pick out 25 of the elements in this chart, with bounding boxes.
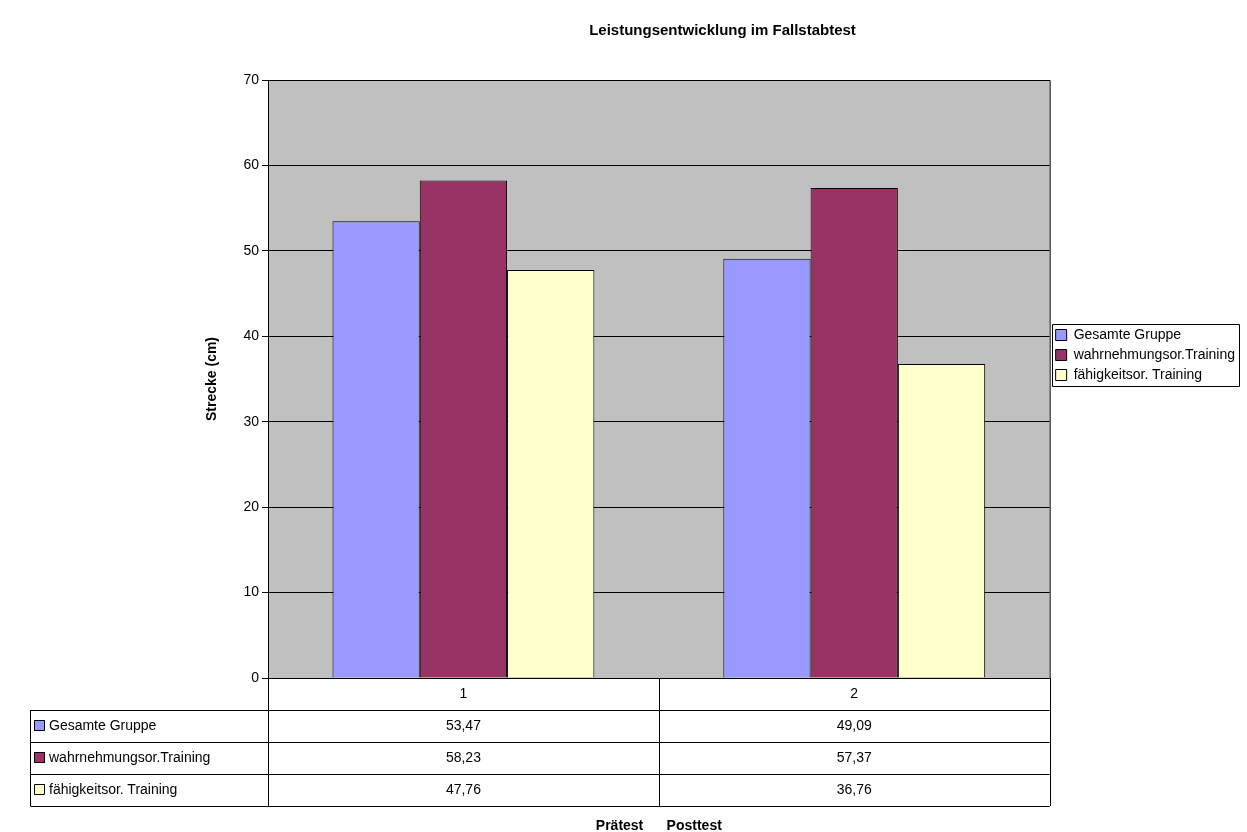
legend-label: wahrnehmungsor.Training [1072, 345, 1236, 362]
chart-title: Leistungsentwicklung im Fallstabtest [589, 21, 856, 39]
data-label: 49,09 [836, 716, 872, 733]
data-label: 57,37 [836, 748, 872, 765]
y-tick-label: 60 [243, 156, 260, 173]
data-label: 36,76 [836, 780, 872, 797]
y-tick-label: 50 [243, 241, 260, 258]
y-tick-label: 70 [243, 70, 260, 87]
legend-label: fähigkeitsor. Training [1073, 365, 1203, 382]
data-label: 58,23 [445, 748, 482, 765]
y-tick-label: 10 [243, 583, 260, 600]
text: Gesamte Gruppe [1073, 325, 1182, 342]
y-tick-label: 40 [243, 327, 260, 344]
legend-label: Gesamte Gruppe [49, 716, 157, 733]
text: Prätest Posttest [595, 816, 723, 832]
x-tick-label: 1 [459, 685, 468, 702]
data-label: 53,47 [445, 716, 482, 733]
text: wahrnehmungsor.Training [49, 748, 211, 765]
y-tick-label: 0 [251, 668, 260, 685]
x-tick-label: 2 [850, 685, 859, 702]
y-axis-title: Strecke (cm) [203, 336, 220, 422]
y-tick-label: 30 [243, 412, 260, 429]
text: fähigkeitsor. Training [49, 780, 178, 797]
data-label: 47,76 [445, 780, 482, 797]
y-tick-label: 20 [243, 498, 260, 514]
